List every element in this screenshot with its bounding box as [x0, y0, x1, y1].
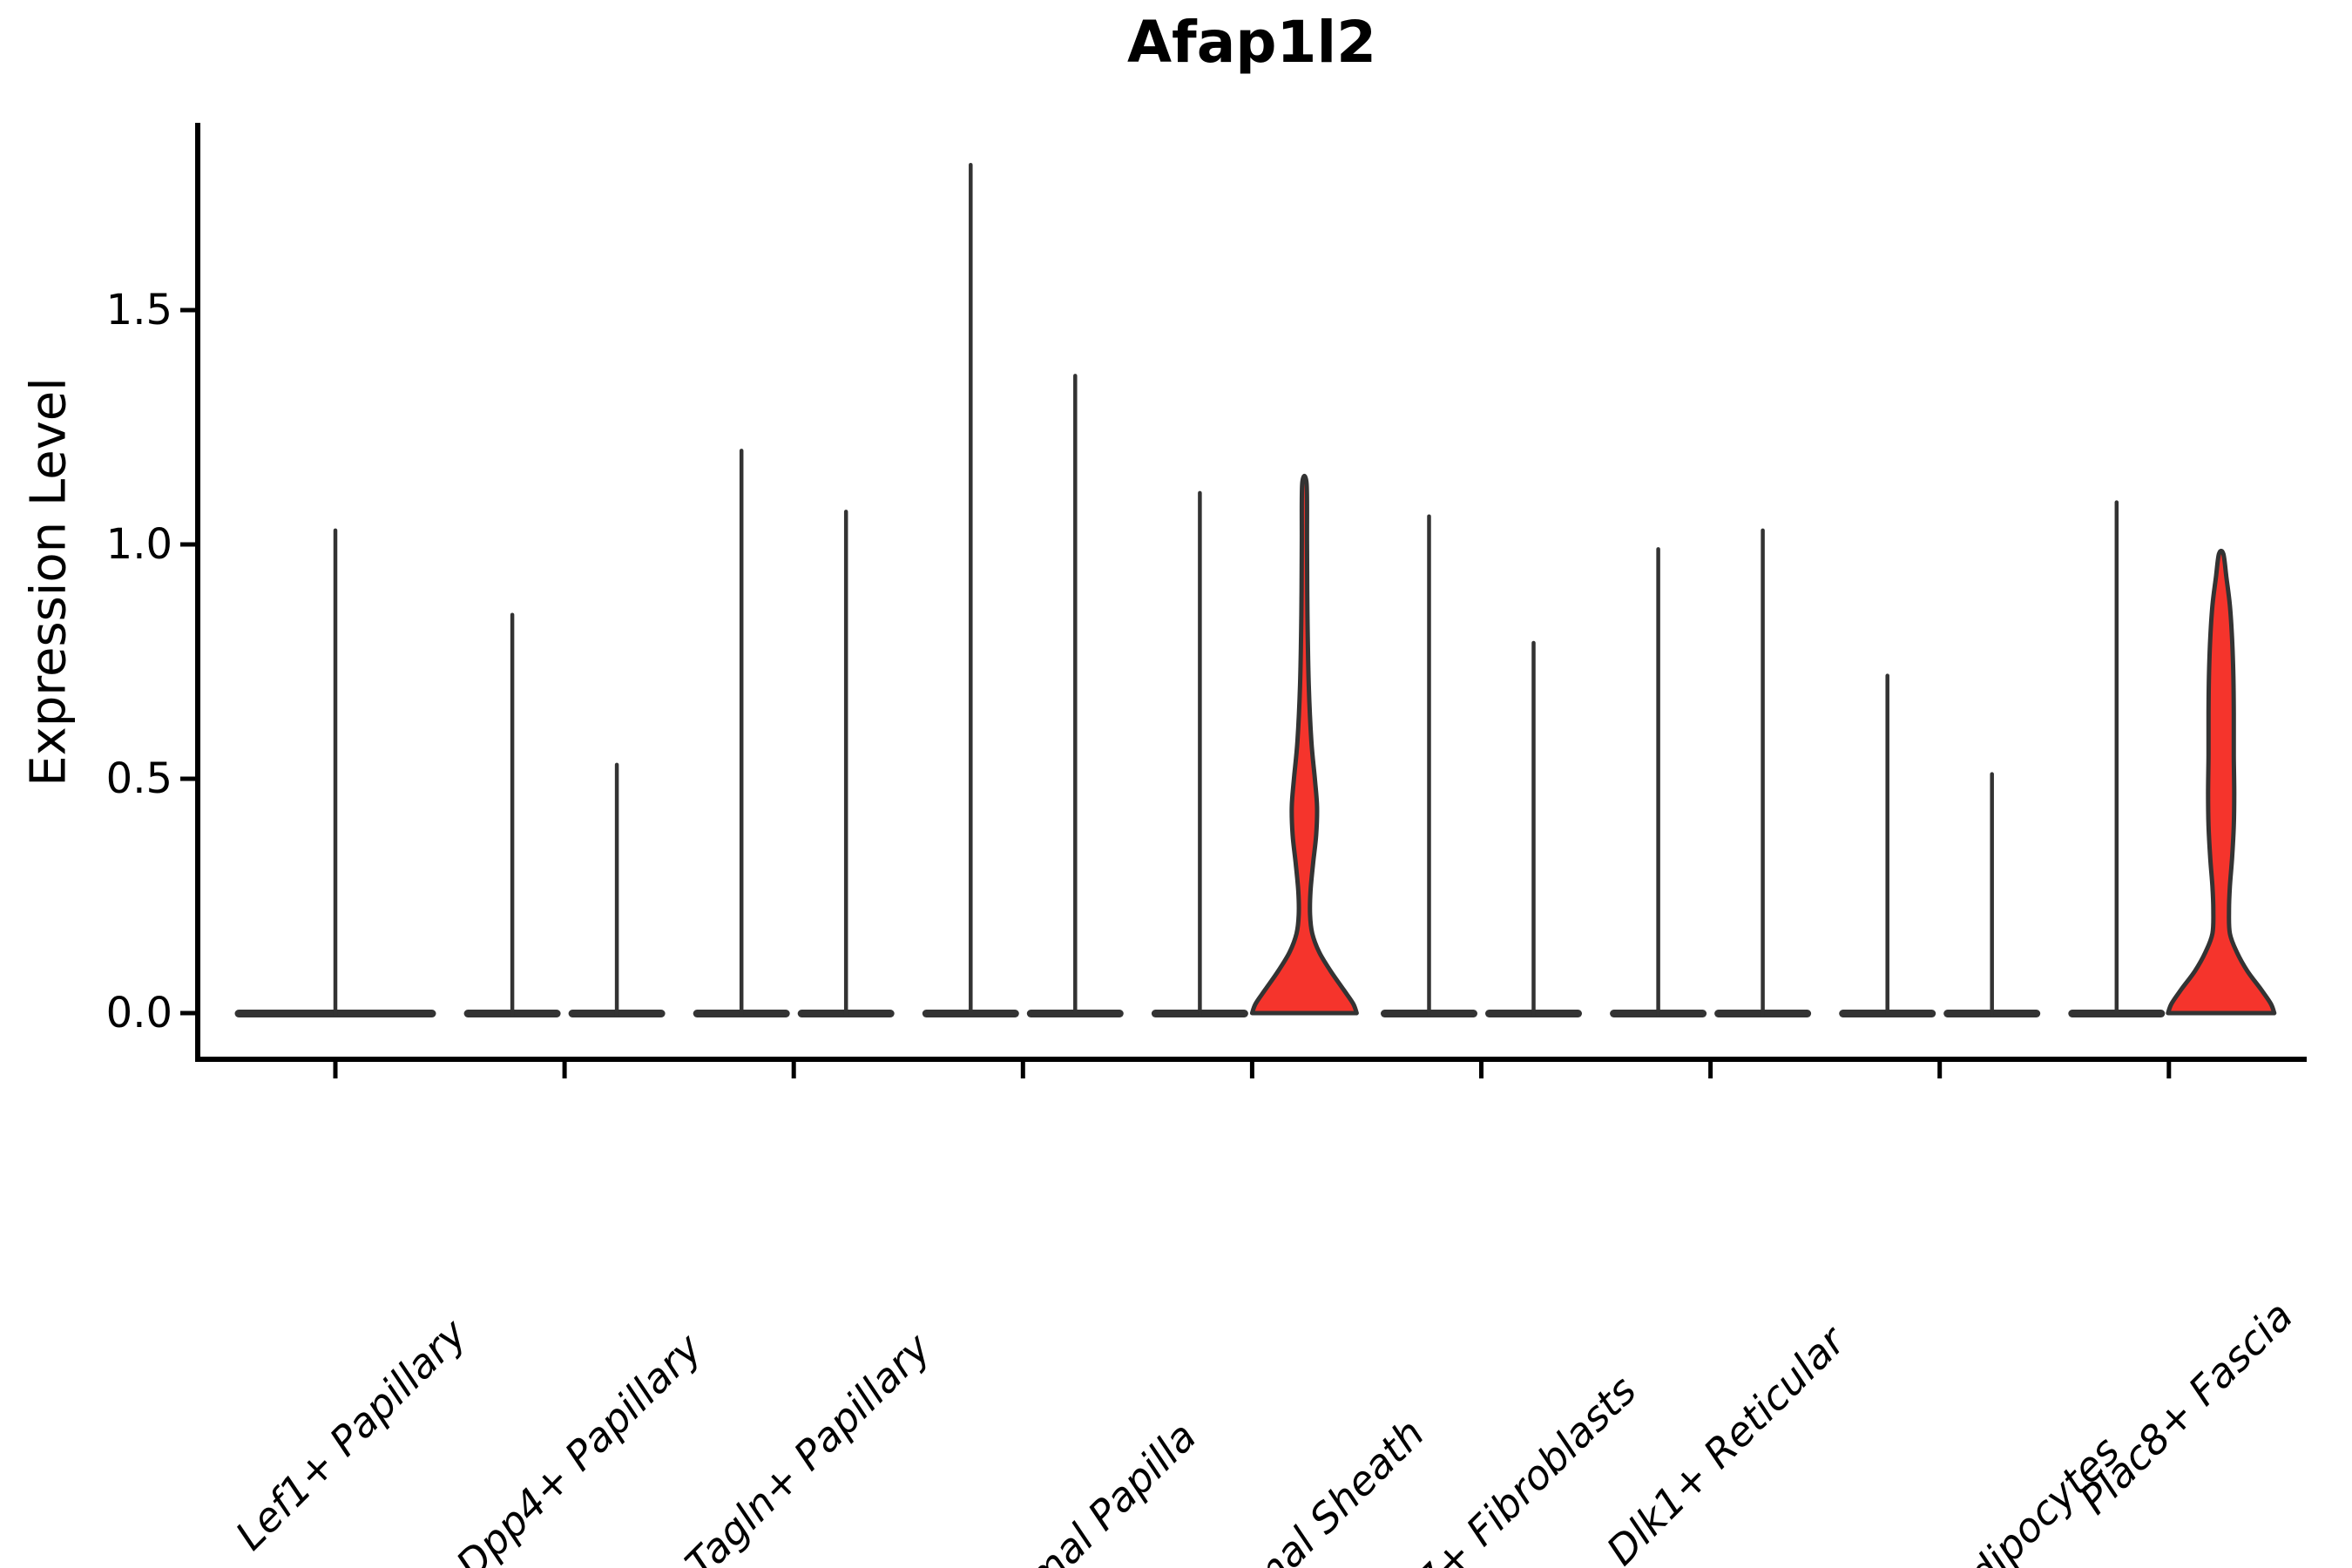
chart-title: Afap1l2	[1126, 9, 1377, 76]
y-tick-label: 1.5	[105, 286, 172, 335]
y-tick-label: 0.5	[105, 754, 172, 803]
y-axis-label: Expression Level	[20, 377, 78, 787]
y-tick-label: 1.0	[105, 520, 172, 569]
violin-body-red	[1249, 473, 1359, 1016]
violin-body-red	[2166, 549, 2277, 1016]
y-tick-label: 0.0	[105, 989, 172, 1037]
